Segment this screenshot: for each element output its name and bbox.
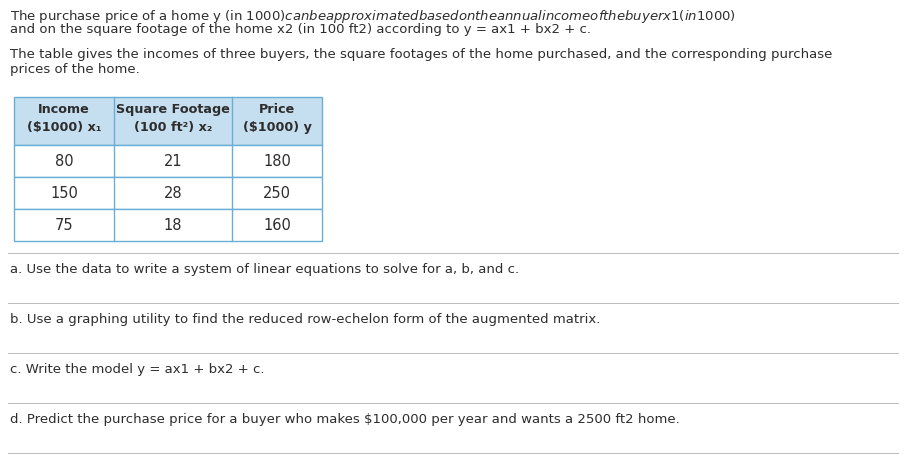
Bar — [14, 97, 322, 145]
Text: 21: 21 — [164, 153, 182, 169]
Text: 18: 18 — [164, 218, 182, 232]
Text: (100 ft²) x₂: (100 ft²) x₂ — [134, 121, 212, 134]
Text: and on the square footage of the home x2 (in 100 ft2) according to y = ax1 + bx2: and on the square footage of the home x2… — [10, 23, 591, 36]
Bar — [14, 177, 322, 209]
Text: 250: 250 — [263, 186, 291, 200]
Bar — [14, 145, 322, 177]
Text: ($1000) y: ($1000) y — [243, 121, 312, 134]
Text: The table gives the incomes of three buyers, the square footages of the home pur: The table gives the incomes of three buy… — [10, 48, 833, 61]
Text: Income: Income — [38, 103, 90, 116]
Text: Price: Price — [259, 103, 295, 116]
Bar — [14, 209, 322, 241]
Text: 28: 28 — [164, 186, 182, 200]
Text: 180: 180 — [263, 153, 291, 169]
Text: 75: 75 — [54, 218, 73, 232]
Text: Square Footage: Square Footage — [116, 103, 230, 116]
Text: d. Predict the purchase price for a buyer who makes $100,000 per year and wants : d. Predict the purchase price for a buye… — [10, 413, 680, 426]
Text: ($1000) x₁: ($1000) x₁ — [27, 121, 101, 134]
Text: prices of the home.: prices of the home. — [10, 63, 140, 76]
Text: b. Use a graphing utility to find the reduced row-echelon form of the augmented : b. Use a graphing utility to find the re… — [10, 313, 601, 326]
Text: a. Use the data to write a system of linear equations to solve for a, b, and c.: a. Use the data to write a system of lin… — [10, 263, 519, 276]
Text: The purchase price of a home y (in $1000) can be approximated based on the annua: The purchase price of a home y (in $1000… — [10, 8, 736, 25]
Text: c. Write the model y = ax1 + bx2 + c.: c. Write the model y = ax1 + bx2 + c. — [10, 363, 265, 376]
Text: 160: 160 — [263, 218, 291, 232]
Text: 80: 80 — [54, 153, 73, 169]
Text: 150: 150 — [50, 186, 78, 200]
